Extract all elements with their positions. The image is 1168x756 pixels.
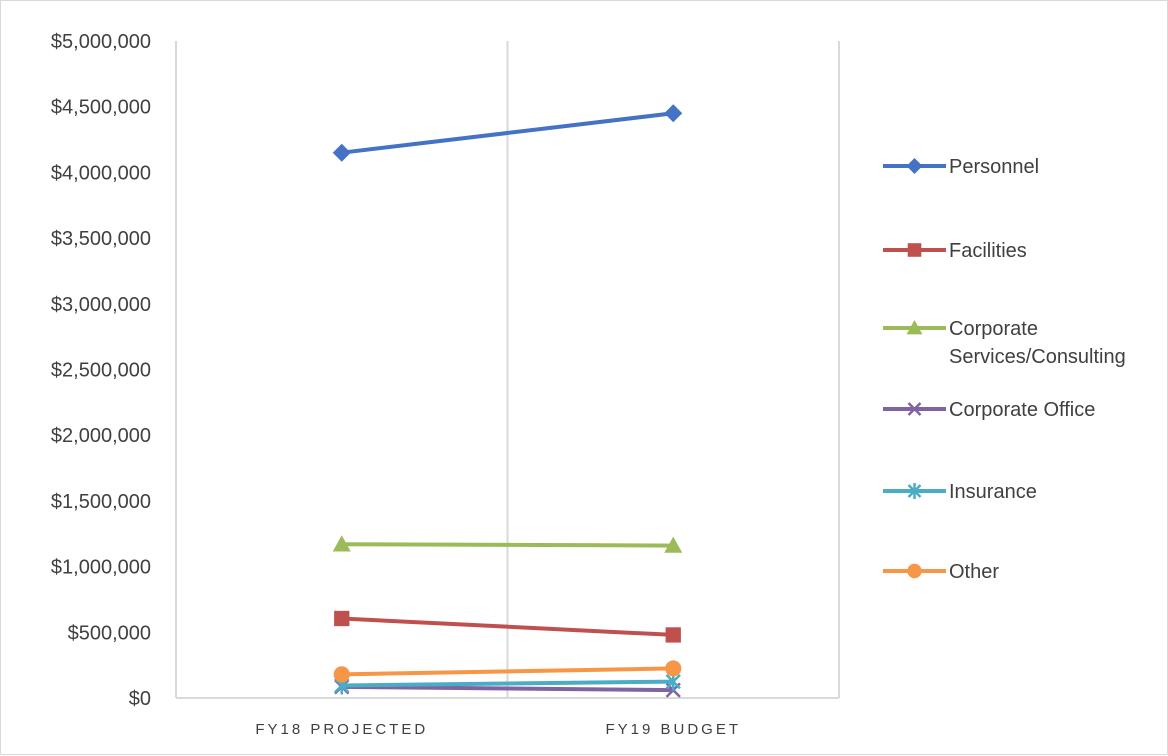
series-line xyxy=(341,666,674,677)
y-tick-label: $3,500,000 xyxy=(51,228,151,250)
legend-marker xyxy=(907,483,922,499)
legend-marker xyxy=(907,243,922,257)
x-tick-label: FY18 PROJECTED xyxy=(255,721,428,738)
legend-entry: Insurance xyxy=(883,481,1037,503)
y-axis-ticks: $0 $500,000 $1,000,000 $1,500,000 $2,000,000… xyxy=(51,31,151,710)
legend-marker xyxy=(906,158,923,174)
y-tick-label: $5,000,000 xyxy=(51,31,151,53)
y-tick-label: $1,500,000 xyxy=(51,491,151,513)
legend-label: Insurance xyxy=(949,481,1037,503)
series-facilities xyxy=(334,610,681,643)
legend-label: Personnel xyxy=(949,156,1039,178)
legend-marker xyxy=(907,402,922,416)
y-tick-label: $500,000 xyxy=(68,622,151,644)
y-tick-label: $3,000,000 xyxy=(51,294,151,316)
series-other xyxy=(333,660,682,683)
y-tick-label: $4,000,000 xyxy=(51,162,151,184)
y-tick-label: $4,500,000 xyxy=(51,97,151,119)
data-point xyxy=(332,535,351,552)
legend-entry: Other xyxy=(883,561,999,583)
series-corporate-services-consulting xyxy=(332,535,683,553)
data-point xyxy=(665,660,682,677)
legend-label: Services/Consulting xyxy=(949,346,1126,368)
y-tick-label: $1,000,000 xyxy=(51,557,151,579)
legend-entry: Personnel xyxy=(883,156,1039,178)
series-line xyxy=(341,679,674,688)
legend-entry: Corporate Services/Consulting xyxy=(883,318,1126,368)
series-line xyxy=(341,684,674,693)
legend-entry: Corporate Office xyxy=(883,399,1095,421)
legend-entry: Facilities xyxy=(883,240,1027,262)
legend-label: Facilities xyxy=(949,240,1027,262)
series-line xyxy=(341,542,674,548)
data-point xyxy=(333,666,350,683)
legend: Personnel Facilities Corporate Services/Con… xyxy=(883,156,1126,583)
series-personnel xyxy=(332,104,683,162)
legend-marker xyxy=(907,563,922,579)
series xyxy=(332,104,683,698)
data-point xyxy=(664,536,683,553)
data-point xyxy=(664,104,683,123)
y-tick-label: $0 xyxy=(129,688,151,710)
series-line xyxy=(341,111,674,155)
legend-marker xyxy=(906,320,923,335)
x-axis-ticks: FY18 PROJECTED FY19 BUDGET xyxy=(255,721,741,738)
data-point xyxy=(334,610,350,627)
y-tick-label: $2,000,000 xyxy=(51,425,151,447)
y-tick-label: $2,500,000 xyxy=(51,360,151,382)
series-line xyxy=(341,616,674,637)
gridlines xyxy=(175,41,840,698)
data-point xyxy=(665,627,681,643)
legend-label: Corporate Office xyxy=(949,399,1095,421)
data-point xyxy=(332,143,351,162)
legend-label: Other xyxy=(949,561,999,583)
x-tick-label: FY19 BUDGET xyxy=(605,721,741,738)
legend-label: Corporate xyxy=(949,318,1038,340)
